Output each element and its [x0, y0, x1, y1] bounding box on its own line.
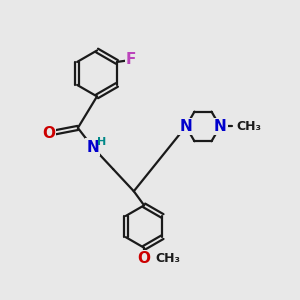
Text: F: F [126, 52, 136, 67]
Text: O: O [42, 126, 55, 141]
Text: N: N [214, 119, 226, 134]
Text: H: H [98, 137, 106, 147]
Text: CH₃: CH₃ [236, 120, 261, 133]
Text: CH₃: CH₃ [155, 252, 180, 265]
Text: N: N [86, 140, 99, 154]
Text: N: N [179, 119, 192, 134]
Text: O: O [138, 251, 151, 266]
